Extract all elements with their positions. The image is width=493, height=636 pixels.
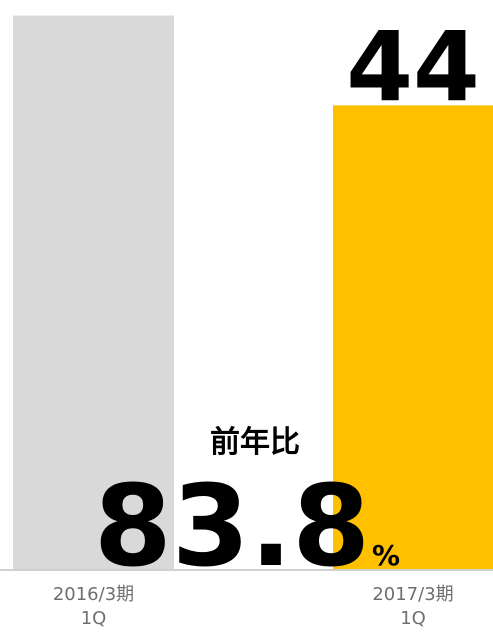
annotation-title: 前年比 [210, 425, 300, 460]
bar [13, 15, 174, 571]
annotation-value: 83.8 [94, 462, 370, 592]
value-label: 44 [346, 11, 480, 123]
x-tick-label: 2016/3期 1Q [52, 584, 135, 629]
x-tick-label: 2017/3期 1Q [372, 584, 454, 629]
annotation-unit: % [372, 539, 400, 572]
bar [333, 105, 493, 571]
